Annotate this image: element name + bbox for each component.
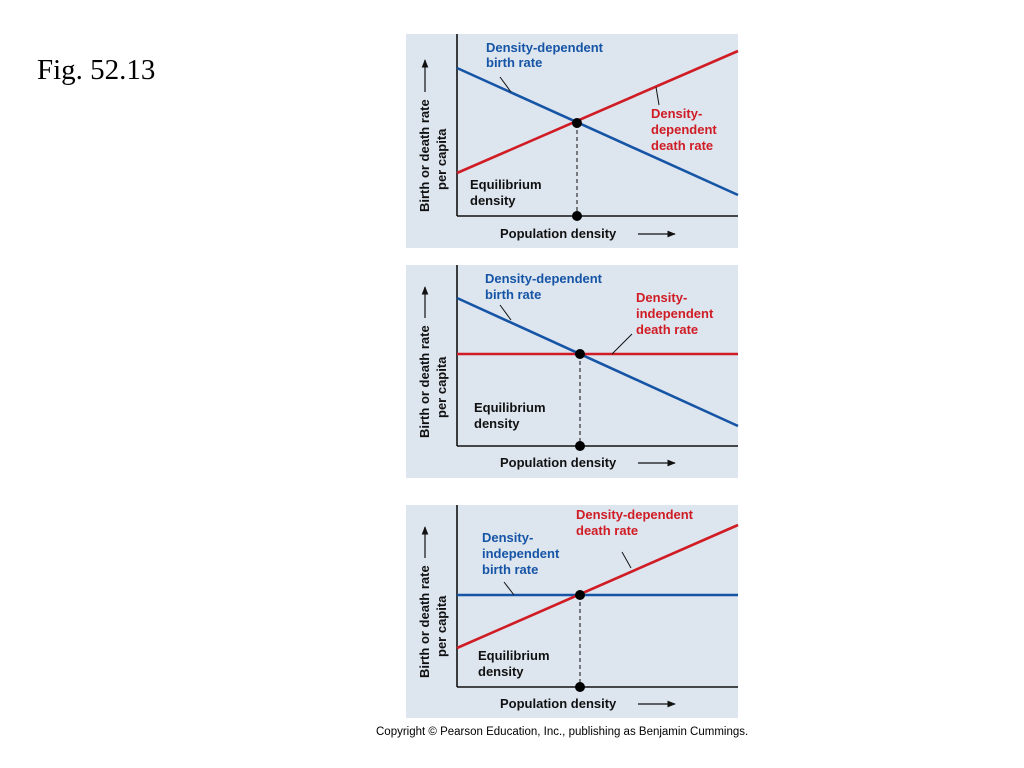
birth-label-line-1: Density- — [482, 530, 533, 545]
equilibrium-label: Equilibrium density — [478, 648, 553, 679]
birth-label-leader — [499, 76, 512, 93]
equilibrium-point — [575, 590, 585, 600]
panel-3: Density- independent birth rate Density-… — [406, 505, 739, 718]
equilibrium-label-line-1: Equilibrium — [474, 400, 546, 415]
death-label-leader — [655, 86, 660, 106]
panel-2: Density-dependent birth rate Density- in… — [406, 265, 739, 478]
y-axis-label-line-2: per capita — [434, 595, 449, 657]
x-axis-label: Population density — [500, 696, 617, 711]
death-label-leader — [621, 551, 632, 569]
death-label-line-2: independent — [636, 306, 714, 321]
birth-label-line-2: birth rate — [486, 55, 542, 70]
equilibrium-density-point — [575, 682, 585, 692]
x-axis-label: Population density — [500, 226, 617, 241]
equilibrium-point — [572, 118, 582, 128]
y-axis-label-line-1: Birth or death rate — [417, 99, 432, 212]
y-axis-label-line-1: Birth or death rate — [417, 325, 432, 438]
figure-label: Fig. 52.13 — [37, 54, 156, 86]
death-rate-label: Density-dependent death rate — [576, 507, 697, 538]
birth-label-line-2: birth rate — [485, 287, 541, 302]
birth-label-leader — [503, 581, 515, 596]
y-axis-label-line-2: per capita — [434, 356, 449, 418]
birth-label-line-1: Density-dependent — [485, 271, 603, 286]
death-label-line-1: Density-dependent — [576, 507, 694, 522]
death-label-line-3: death rate — [636, 322, 698, 337]
birth-label-line-1: Density-dependent — [486, 40, 604, 55]
death-label-leader — [611, 333, 633, 355]
equilibrium-density-point — [572, 211, 582, 221]
birth-label-line-2: independent — [482, 546, 560, 561]
equilibrium-point — [575, 349, 585, 359]
birth-label-line-3: birth rate — [482, 562, 538, 577]
birth-rate-label: Density- independent birth rate — [482, 530, 563, 577]
death-rate-label: Density- dependent death rate — [651, 106, 720, 153]
death-label-line-1: Density- — [636, 290, 687, 305]
birth-rate-label: Density-dependent birth rate — [486, 40, 607, 70]
x-axis-label: Population density — [500, 455, 617, 470]
panel-background — [406, 505, 738, 718]
death-rate-line — [456, 49, 739, 175]
equilibrium-density-point — [575, 441, 585, 451]
equilibrium-label: Equilibrium density — [470, 177, 545, 208]
birth-label-leader — [499, 304, 512, 321]
death-label-line-3: death rate — [651, 138, 713, 153]
copyright-notice: Copyright © Pearson Education, Inc., pub… — [376, 726, 749, 738]
birth-rate-line — [456, 66, 739, 197]
death-rate-line — [456, 523, 739, 650]
death-rate-label: Density- independent death rate — [636, 290, 717, 337]
equilibrium-label-line-2: density — [474, 416, 520, 431]
panel-1: Density-dependent birth rate Density- de… — [406, 34, 739, 248]
equilibrium-label-line-1: Equilibrium — [470, 177, 542, 192]
death-label-line-2: death rate — [576, 523, 638, 538]
equilibrium-label-line-2: density — [478, 664, 524, 679]
equilibrium-label: Equilibrium density — [474, 400, 549, 431]
equilibrium-label-line-2: density — [470, 193, 516, 208]
y-axis-label-line-2: per capita — [434, 128, 449, 190]
y-axis-label-line-1: Birth or death rate — [417, 565, 432, 678]
death-label-line-1: Density- — [651, 106, 702, 121]
equilibrium-label-line-1: Equilibrium — [478, 648, 550, 663]
birth-rate-label: Density-dependent birth rate — [485, 271, 606, 302]
birth-rate-line — [456, 296, 739, 428]
death-label-line-2: dependent — [651, 122, 717, 137]
